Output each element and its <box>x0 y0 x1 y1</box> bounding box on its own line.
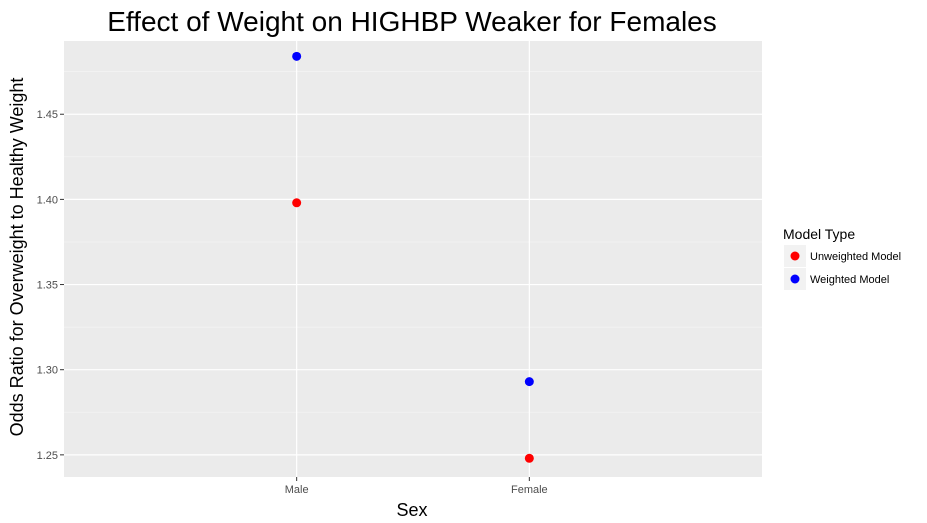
chart-title: Effect of Weight on HIGHBP Weaker for Fe… <box>107 6 717 37</box>
legend: Model Type Unweighted Model Weighted Mode… <box>783 226 901 290</box>
minor-gridlines <box>64 71 762 413</box>
x-tick-label: Female <box>511 484 548 496</box>
y-tick-label: 1.30 <box>37 365 58 377</box>
data-points <box>292 51 534 463</box>
data-point <box>524 377 534 387</box>
y-tick-label: 1.35 <box>37 280 58 292</box>
y-axis-ticks: 1.25 1.30 1.35 1.40 1.45 <box>37 109 64 462</box>
legend-label: Weighted Model <box>810 274 889 286</box>
y-axis-title: Odds Ratio for Overweight to Healthy Wei… <box>7 78 27 437</box>
legend-item: Unweighted Model <box>784 245 901 267</box>
data-point <box>292 51 302 61</box>
major-gridlines <box>64 41 762 477</box>
legend-item: Weighted Model <box>784 268 889 290</box>
y-tick-label: 1.40 <box>37 194 58 206</box>
x-axis-ticks: Male Female <box>285 477 548 496</box>
y-tick-label: 1.45 <box>37 109 58 121</box>
x-tick-label: Male <box>285 484 309 496</box>
y-tick-label: 1.25 <box>37 450 58 462</box>
legend-title: Model Type <box>783 226 855 242</box>
plot-panel <box>64 41 762 477</box>
legend-key-point <box>790 251 800 261</box>
x-axis-title: Sex <box>396 500 427 520</box>
legend-key-point <box>790 274 800 284</box>
legend-items: Unweighted Model Weighted Model <box>784 245 901 290</box>
data-point <box>524 453 534 463</box>
legend-label: Unweighted Model <box>810 251 901 263</box>
data-point <box>292 198 302 208</box>
